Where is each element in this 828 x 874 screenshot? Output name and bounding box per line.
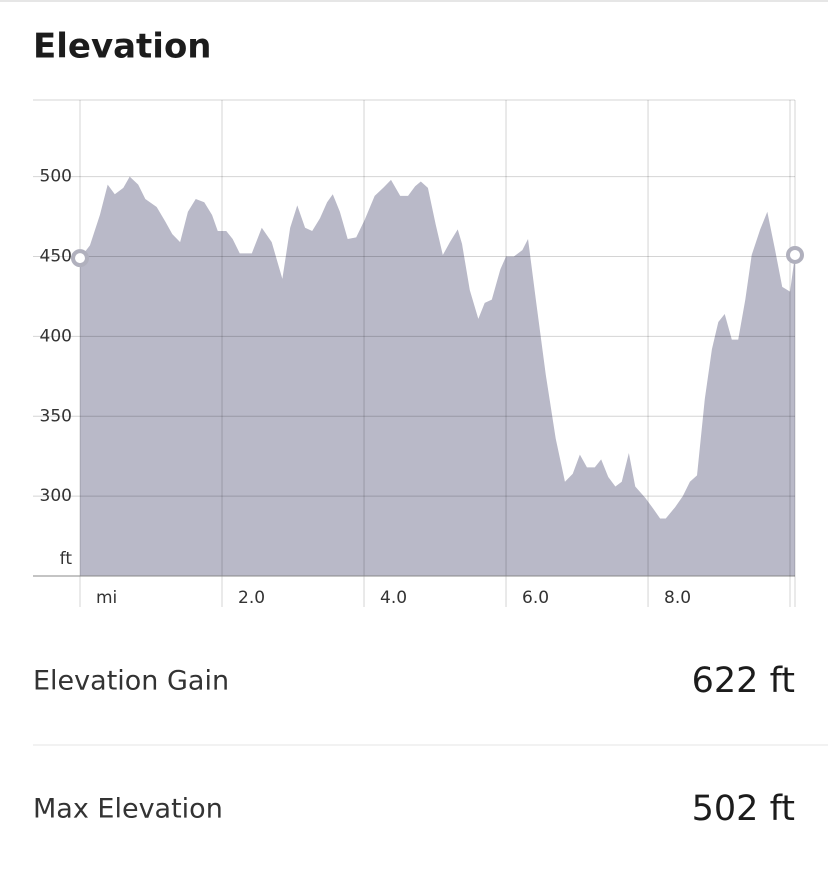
- endpoint-marker: [786, 245, 804, 264]
- stat-value: 622 ft: [692, 661, 795, 701]
- x-tick-label: mi: [96, 588, 117, 608]
- x-tick-label: 4.0: [380, 588, 407, 608]
- elevation-area: [80, 176, 795, 576]
- y-tick-label: 500: [40, 167, 72, 187]
- endpoint-marker: [71, 249, 89, 268]
- x-tick-label: 6.0: [522, 588, 549, 608]
- stat-label: Max Elevation: [33, 794, 223, 825]
- x-tick-label: 2.0: [238, 588, 265, 608]
- stat-value: 502 ft: [692, 789, 795, 829]
- y-tick-label: 450: [40, 247, 72, 267]
- y-tick-label: 400: [40, 326, 72, 346]
- y-axis-label: ft: [60, 549, 73, 569]
- y-tick-label: 300: [40, 486, 72, 506]
- x-tick-label: 8.0: [664, 588, 691, 608]
- y-tick-label: 350: [40, 406, 72, 426]
- stat-label: Elevation Gain: [33, 666, 229, 697]
- title: Elevation: [33, 27, 212, 67]
